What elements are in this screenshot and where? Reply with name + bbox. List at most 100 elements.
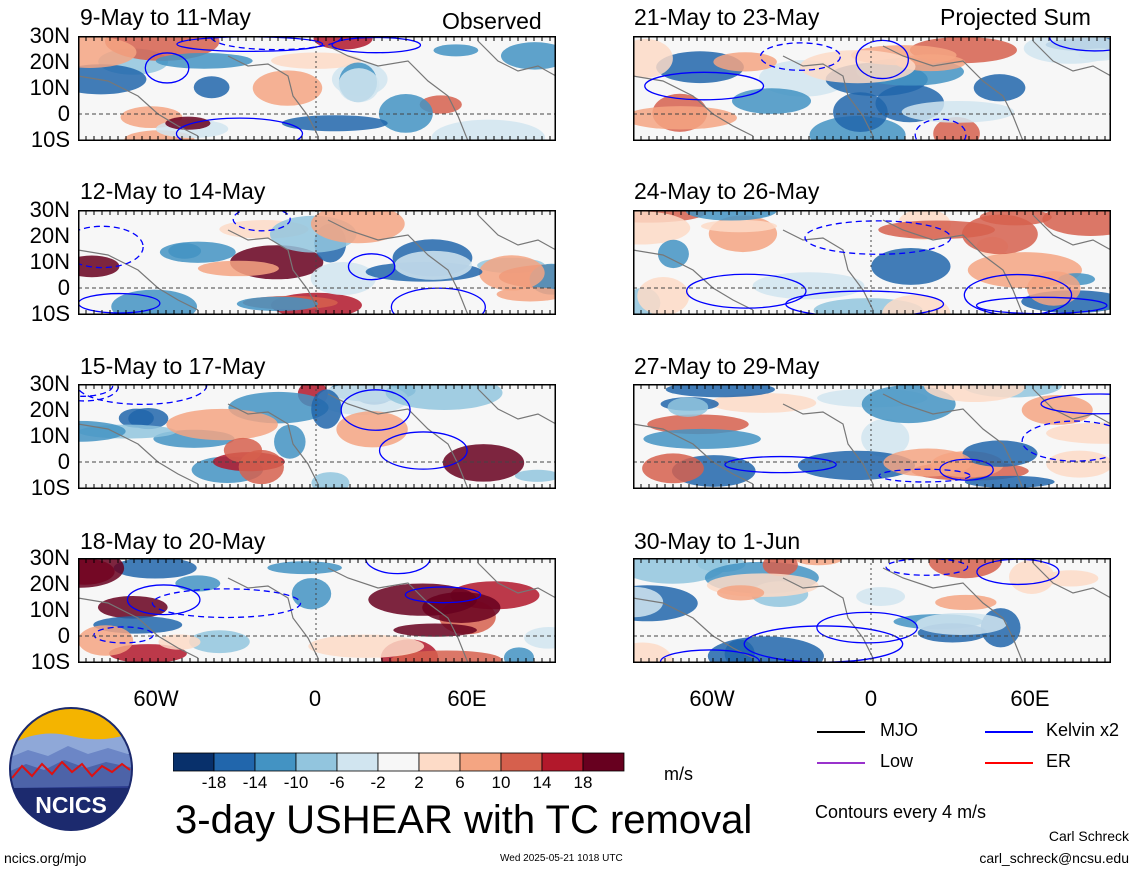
panel-frame (78, 210, 556, 315)
kelvin-contour (78, 225, 144, 269)
shading-blob (78, 64, 147, 95)
colorbar-tick-label: 6 (455, 773, 465, 792)
colorbar (173, 752, 625, 772)
shading-blob (928, 558, 1002, 579)
kelvin-contour (685, 273, 807, 309)
legend-contours-note: Contours every 4 m/s (815, 802, 987, 822)
shading-blob (422, 592, 501, 623)
panel-tag-projected: Projected Sum (940, 4, 1091, 30)
shading-blob (794, 558, 843, 566)
map-panel-4 (78, 558, 556, 663)
footer-email: carl_schreck@ncsu.edu (979, 850, 1129, 866)
coastline (78, 388, 556, 489)
shading-blob (310, 261, 376, 296)
panel-title-5: 21-May to 23-May (634, 4, 820, 30)
kelvin-contour (93, 626, 154, 644)
shading-blob (871, 247, 951, 285)
colorbar-swatch (254, 752, 297, 772)
shading-blob (78, 36, 137, 68)
shading-blob (514, 469, 556, 482)
legend-label-kelvin: Kelvin x2 (1046, 720, 1120, 740)
legend-line-mjo (817, 731, 865, 733)
footer-timestamp: Wed 2025-05-21 1018 UTC (500, 853, 623, 864)
lon-label-60e-right: 60E (1010, 686, 1050, 711)
shading-blob (281, 115, 388, 132)
shading-blob (762, 558, 798, 577)
shading-blob (524, 627, 556, 649)
shading-blob (78, 255, 120, 278)
shading-blob (924, 384, 1026, 403)
shading-blob (643, 428, 761, 449)
shading-blob (665, 384, 775, 398)
colorbar-swatch (173, 752, 215, 772)
lat-label-0: 0 (57, 275, 70, 300)
lon-label-0-right: 0 (864, 686, 878, 711)
map-panel-5 (633, 36, 1111, 141)
panel-title-2: 12-May to 14-May (80, 178, 266, 204)
lat-label-30n: 30N (29, 23, 70, 48)
shading-blob (385, 384, 503, 410)
shading-blob (78, 625, 134, 656)
shading-blob (1043, 570, 1099, 587)
shading-blob (496, 287, 556, 302)
kelvin-contour (126, 584, 201, 616)
shading-blob (78, 558, 125, 588)
legend-line-kelvin (985, 731, 1033, 733)
shading-blob (442, 444, 525, 482)
shading-blob (111, 289, 198, 315)
shading-blob (378, 94, 433, 133)
lat-label-0: 0 (57, 623, 70, 648)
shading-blob (647, 414, 749, 435)
kelvin-contour (724, 455, 837, 474)
logo-text: NCICS (35, 792, 107, 818)
kelvin-contour (885, 558, 969, 576)
shading-blob (267, 561, 342, 575)
footer-author: Carl Schreck (1048, 828, 1129, 844)
kelvin-contour (175, 117, 304, 141)
kelvin-contour (404, 586, 482, 604)
coastline (78, 40, 556, 141)
map-panel-8 (633, 558, 1111, 663)
shading-blob (633, 211, 691, 245)
panel-title-3: 15-May to 17-May (80, 353, 266, 379)
colorbar-swatch (418, 752, 461, 772)
shading-blob (338, 68, 380, 103)
shading-blob (193, 76, 230, 99)
kelvin-contour (78, 384, 208, 406)
shading-blob (878, 220, 995, 240)
lat-label-10s: 10S (30, 127, 70, 152)
shading-blob (1046, 450, 1111, 478)
legend-label-er: ER (1046, 751, 1072, 771)
lat-label-30n: 30N (29, 545, 70, 570)
shading-blob (433, 44, 479, 57)
shading-blob (165, 116, 211, 130)
shading-blob (236, 296, 318, 312)
colorbar-swatch (336, 752, 379, 772)
coastline (78, 562, 556, 663)
kelvin-contour (340, 389, 411, 431)
panel-frame (78, 36, 556, 141)
lat-label-10n: 10N (29, 423, 70, 448)
kelvin-contour (759, 42, 841, 71)
shading-blob (657, 239, 689, 269)
colorbar-tick-label: -18 (201, 773, 227, 792)
shading-blob (861, 418, 910, 458)
kelvin-contour (347, 253, 396, 281)
figure-title: 3-day USHEAR with TC removal (175, 798, 753, 842)
panel-title-4: 18-May to 20-May (80, 528, 266, 554)
panel-tag-observed: Observed (442, 8, 542, 34)
kelvin-contour (855, 39, 909, 80)
shading-blob (308, 634, 425, 658)
coastline (633, 562, 1111, 663)
panel-frame (633, 36, 1111, 141)
lon-label-60e-left: 60E (447, 686, 487, 711)
lat-label-0: 0 (57, 449, 70, 474)
shading-blob (964, 475, 1055, 488)
shading-blob (1021, 395, 1093, 425)
panel-frame (633, 558, 1111, 663)
lon-label-0-left: 0 (308, 686, 322, 711)
lat-label-30n: 30N (29, 371, 70, 396)
lat-label-0: 0 (57, 101, 70, 126)
footer-site: ncics.org/mjo (4, 850, 87, 866)
shading-blob (252, 70, 323, 106)
